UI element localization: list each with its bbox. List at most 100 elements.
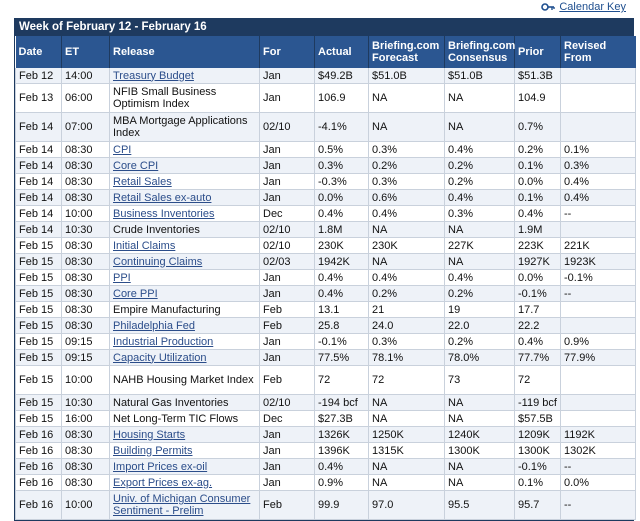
cell-date: Feb 15 [15, 410, 62, 427]
table-row: Feb 16 08:30 Import Prices ex-oil Jan 0.4% NA… [15, 458, 636, 475]
cell-revised-from [560, 365, 636, 395]
cell-revised-from: -0.1% [560, 269, 636, 286]
cell-prior: 0.4% [514, 333, 561, 350]
cell-prior: 77.7% [514, 349, 561, 366]
cell-forecast: NA [368, 221, 445, 238]
release-link[interactable]: Core PPI [113, 287, 158, 300]
cell-consensus: 73 [444, 365, 515, 395]
table-row: Feb 12 14:00 Treasury Budget Jan $49.2B $51.0… [15, 68, 636, 84]
release-link[interactable]: Industrial Production [113, 335, 214, 348]
cell-forecast: 1315K [368, 442, 445, 459]
top-bar: Calendar Key [14, 0, 636, 18]
release-link[interactable]: Business Inventories [113, 207, 215, 220]
cell-prior: 22.2 [514, 317, 561, 334]
cell-date: Feb 16 [15, 490, 62, 520]
col-release[interactable]: Release [109, 36, 260, 68]
release-link[interactable]: Capacity Utilization [113, 351, 207, 364]
cell-revised-from [560, 221, 636, 238]
release-link[interactable]: Treasury Budget [113, 69, 194, 82]
cell-for: Jan [259, 442, 315, 459]
cell-release: Building Permits [109, 442, 260, 459]
cell-for: Jan [259, 349, 315, 366]
release-link[interactable]: Retail Sales [113, 175, 172, 188]
economic-calendar: Calendar Key Week of February 12 - Febru… [14, 0, 636, 521]
col-et[interactable]: ET [61, 36, 110, 68]
cell-actual: 0.9% [314, 474, 369, 491]
release-link[interactable]: Initial Claims [113, 239, 176, 252]
cell-prior: 0.1% [514, 474, 561, 491]
cell-actual: $49.2B [314, 68, 369, 84]
cell-forecast: 0.4% [368, 205, 445, 222]
cell-prior: -119 bcf [514, 394, 561, 411]
release-label: NAHB Housing Market Index [113, 374, 254, 386]
cell-actual: 0.3% [314, 157, 369, 174]
cell-forecast: NA [368, 394, 445, 411]
cell-date: Feb 12 [15, 68, 62, 84]
col-revised-from[interactable]: Revised From [560, 36, 636, 68]
release-label: NFIB Small Business Optimism Index [113, 86, 217, 110]
cell-et: 08:30 [61, 173, 110, 190]
table-row: Feb 15 08:30 PPI Jan 0.4% 0.4% 0.4% 0.0% -0.1% [15, 269, 636, 286]
cell-consensus: 1300K [444, 442, 515, 459]
cell-revised-from: 1923K [560, 253, 636, 270]
cell-for: Jan [259, 333, 315, 350]
col-for[interactable]: For [259, 36, 315, 68]
cell-actual: 0.4% [314, 458, 369, 475]
table-row: Feb 14 10:00 Business Inventories Dec 0.4% 0.… [15, 205, 636, 222]
cell-prior: 0.1% [514, 157, 561, 174]
release-link[interactable]: Continuing Claims [113, 255, 203, 268]
cell-forecast: $51.0B [368, 68, 445, 84]
cell-prior: 0.7% [514, 112, 561, 142]
col-actual[interactable]: Actual [314, 36, 369, 68]
cell-actual: 25.8 [314, 317, 369, 334]
cell-et: 08:30 [61, 189, 110, 206]
cell-forecast: NA [368, 410, 445, 427]
cell-et: 08:30 [61, 269, 110, 286]
release-link[interactable]: Export Prices ex-ag. [113, 476, 213, 489]
cell-date: Feb 15 [15, 301, 62, 318]
table-row: Feb 14 08:30 Core CPI Jan 0.3% 0.2% 0.2% 0.1% 0.… [15, 157, 636, 174]
cell-et: 10:00 [61, 365, 110, 395]
cell-revised-from: 0.9% [560, 333, 636, 350]
cell-consensus: NA [444, 410, 515, 427]
cell-consensus: NA [444, 474, 515, 491]
table-row: Feb 15 08:30 Continuing Claims 02/03 1942K NA… [15, 253, 636, 270]
release-link[interactable]: Retail Sales ex-auto [113, 191, 212, 204]
calendar-key-label[interactable]: Calendar Key [559, 1, 626, 13]
cell-actual: 0.5% [314, 141, 369, 158]
cell-forecast: NA [368, 112, 445, 142]
cell-revised-from: 0.4% [560, 189, 636, 206]
cell-release: Core PPI [109, 285, 260, 302]
cell-release: PPI [109, 269, 260, 286]
table-row: Feb 14 08:30 CPI Jan 0.5% 0.3% 0.4% 0.2% 0.1% [15, 141, 636, 158]
table-row: Feb 14 10:30 Crude Inventories 02/10 1.8M NA N… [15, 221, 636, 238]
release-link[interactable]: Philadelphia Fed [113, 319, 195, 332]
cell-for: Dec [259, 205, 315, 222]
cell-forecast: 1250K [368, 426, 445, 443]
col-date[interactable]: Date [15, 36, 62, 68]
cell-et: 08:30 [61, 426, 110, 443]
release-label: MBA Mortgage Applications Index [113, 115, 248, 139]
cell-prior: 1927K [514, 253, 561, 270]
release-link[interactable]: Building Permits [113, 444, 193, 457]
cell-for: 02/10 [259, 394, 315, 411]
cell-consensus: 227K [444, 237, 515, 254]
col-briefing-consensus[interactable]: Briefing.com Consensus [444, 36, 515, 68]
cell-release: NAHB Housing Market Index [109, 365, 260, 395]
cell-et: 08:30 [61, 141, 110, 158]
release-link[interactable]: Core CPI [113, 159, 159, 172]
cell-for: Jan [259, 474, 315, 491]
cell-et: 06:00 [61, 83, 110, 113]
cell-forecast: 21 [368, 301, 445, 318]
cell-actual: 0.0% [314, 189, 369, 206]
col-briefing-forecast[interactable]: Briefing.com Forecast [368, 36, 445, 68]
cell-forecast: 0.4% [368, 269, 445, 286]
release-link[interactable]: Import Prices ex-oil [113, 460, 208, 473]
calendar-key-link[interactable]: Calendar Key [541, 1, 626, 13]
release-link[interactable]: CPI [113, 143, 132, 156]
release-link[interactable]: PPI [113, 271, 131, 284]
release-link[interactable]: Univ. of Michigan Consumer Sentiment - P… [113, 493, 251, 517]
col-prior[interactable]: Prior [514, 36, 561, 68]
cell-prior: 0.2% [514, 141, 561, 158]
release-link[interactable]: Housing Starts [113, 428, 186, 441]
